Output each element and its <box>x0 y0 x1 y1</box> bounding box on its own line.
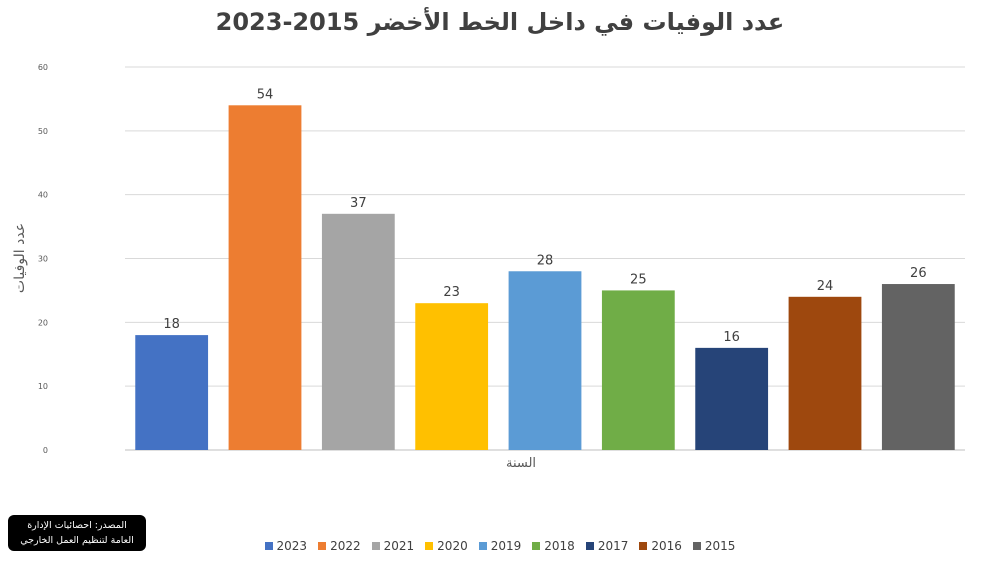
bar-2020 <box>415 303 489 450</box>
legend-item-2016: 2016 <box>639 539 682 553</box>
legend-item-2022: 2022 <box>318 539 361 553</box>
legend-swatch <box>639 542 648 550</box>
data-label-2015: 26 <box>910 266 927 281</box>
y-tick-label: 50 <box>38 127 48 136</box>
y-tick-label: 30 <box>38 255 48 264</box>
data-label-2021: 37 <box>350 196 367 211</box>
legend-label: 2022 <box>330 539 361 553</box>
data-label-2023: 18 <box>163 317 180 332</box>
x-axis-label: السنة <box>506 456 536 471</box>
legend-item-2020: 2020 <box>425 539 468 553</box>
y-tick-labels: 0 10 20 30 40 50 60 <box>38 63 48 455</box>
legend-item-2021: 2021 <box>371 539 415 553</box>
legend-swatch <box>425 542 434 550</box>
bar-2021 <box>321 213 395 450</box>
bar-2019 <box>508 271 582 450</box>
legend-label: 2018 <box>544 539 575 553</box>
legend-label: 2016 <box>651 539 682 553</box>
legend-item-2019: 2019 <box>478 539 522 553</box>
y-tick-label: 40 <box>38 191 48 200</box>
source-note-line-1: المصدر: احصائيات الإدارة <box>27 520 127 531</box>
legend-label: 2017 <box>597 539 629 553</box>
bar-2022 <box>228 105 302 451</box>
source-note-line-2: العامة لتنظيم العمل الخارجي <box>20 535 134 546</box>
legend-label: 2015 <box>704 539 736 553</box>
data-label-2018: 25 <box>630 272 647 287</box>
data-label-2022: 54 <box>257 87 274 102</box>
y-tick-label: 20 <box>38 318 48 327</box>
legend: 2023 2022 2021 2020 2019 2018 2017 2016 2015 <box>0 536 1000 556</box>
legend-item-2023: 2023 <box>264 539 308 553</box>
legend-label: 2023 <box>276 539 308 553</box>
y-tick-label: 10 <box>38 382 48 391</box>
legend-item-2018: 2018 <box>532 539 575 553</box>
bar-2023 <box>135 335 209 450</box>
y-tick-label: 60 <box>38 63 48 72</box>
source-note: المصدر: احصائيات الإدارة العامة لتنظيم ا… <box>8 515 146 551</box>
legend-swatch <box>318 542 327 550</box>
data-label-2020: 23 <box>443 285 460 300</box>
legend-label: 2021 <box>383 539 415 553</box>
data-labels: 18 54 37 23 28 25 16 24 26 <box>163 87 926 345</box>
legend-swatch <box>371 542 380 550</box>
data-label-2017: 16 <box>723 330 740 345</box>
y-tick-label: 0 <box>43 446 48 455</box>
y-axis-label: عدد الوفيات <box>12 223 28 293</box>
legend-swatch <box>692 542 701 550</box>
bar-2015 <box>881 284 955 450</box>
legend-swatch <box>478 542 487 550</box>
legend-item-2017: 2017 <box>585 539 629 553</box>
legend-swatch <box>532 542 541 550</box>
legend-item-2015: 2015 <box>692 539 736 553</box>
bar-2017 <box>695 347 769 450</box>
bars <box>135 105 955 451</box>
legend-label: 2020 <box>437 539 468 553</box>
data-label-2016: 24 <box>817 279 834 294</box>
data-label-2019: 28 <box>537 253 554 268</box>
legend-label: 2019 <box>490 539 522 553</box>
bar-2018 <box>601 290 675 450</box>
chart-title: عدد الوفيات في داخل الخط الأخضر 2015-202… <box>215 8 785 36</box>
legend-swatch <box>264 542 273 550</box>
bar-2016 <box>788 296 862 450</box>
legend-swatch <box>585 542 594 550</box>
